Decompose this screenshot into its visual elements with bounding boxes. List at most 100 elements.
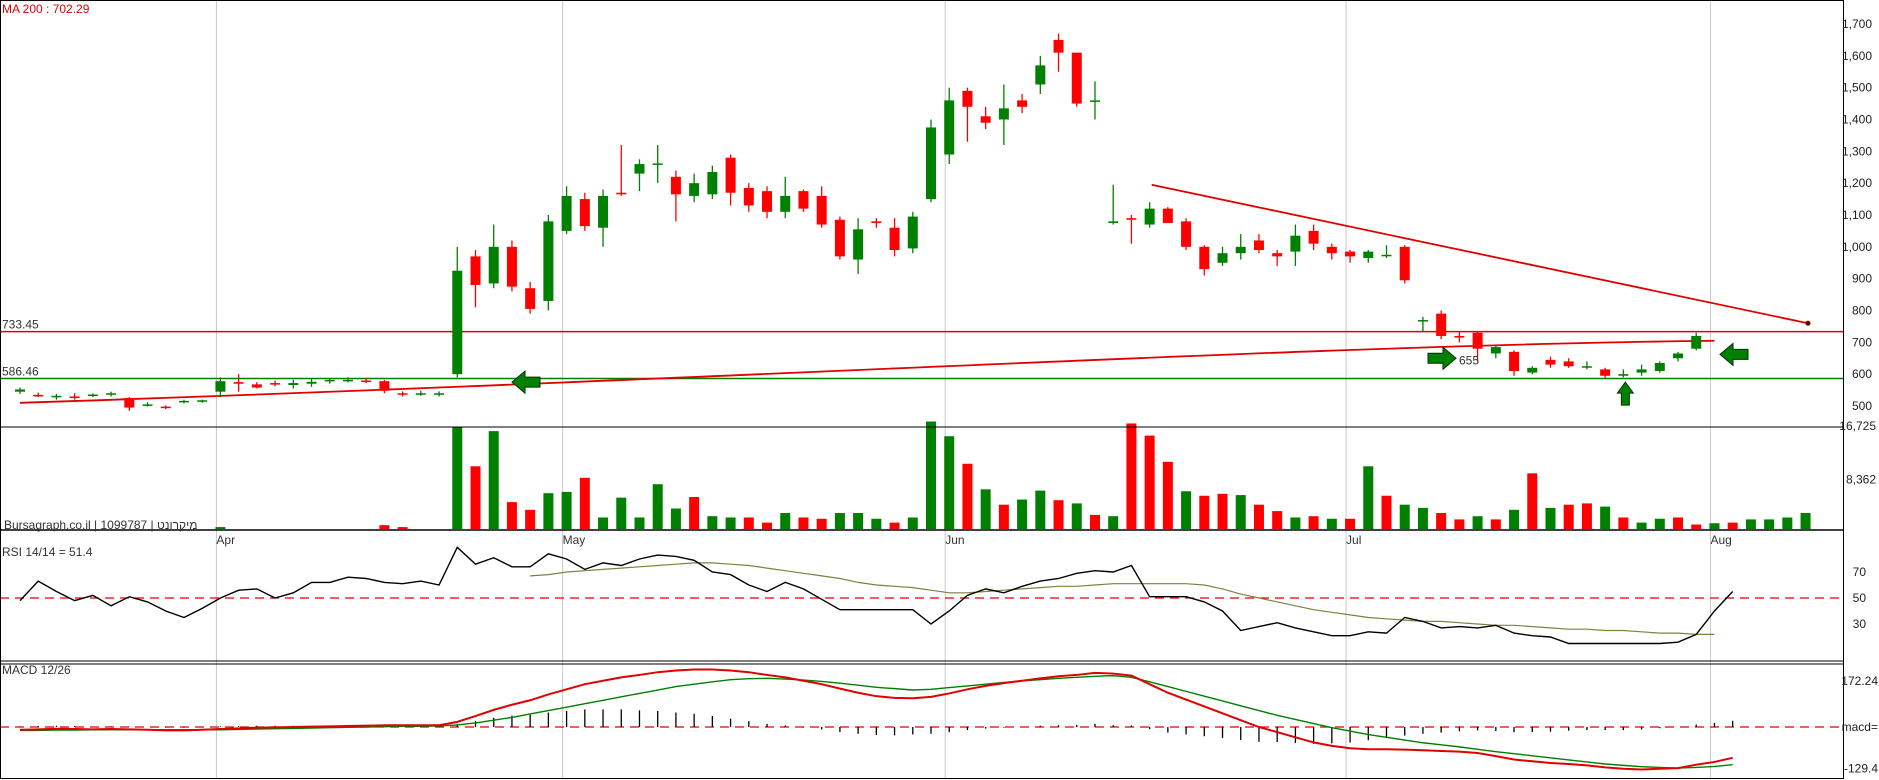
macd-panel xyxy=(0,668,1843,771)
volume-bar xyxy=(1345,518,1356,529)
candle-body xyxy=(634,164,645,174)
rsi-label: RSI 14/14 = 51.4 xyxy=(2,545,93,559)
price-panel: 733.45 586.46 655 xyxy=(0,33,1843,411)
price-tick-label: 800 xyxy=(1852,304,1872,318)
rsi-panel xyxy=(0,546,1843,645)
candle-body xyxy=(707,172,718,195)
candle-body xyxy=(1035,65,1046,85)
volume-bar xyxy=(1436,513,1447,529)
candle-body xyxy=(288,383,299,385)
candle-body xyxy=(33,394,44,397)
volume-bar xyxy=(1290,517,1301,529)
buy-arrow xyxy=(511,370,541,395)
candle-body xyxy=(1181,221,1192,247)
candle-body xyxy=(51,395,62,398)
candle-body xyxy=(1290,235,1301,252)
candle-body xyxy=(1545,359,1556,365)
volume-bar xyxy=(1199,495,1210,529)
price-annotation: 655 xyxy=(1459,353,1479,367)
volume-bar xyxy=(871,518,882,529)
price-tick-label: 1,400 xyxy=(1842,113,1872,127)
month-label: May xyxy=(563,533,586,547)
volume-bar xyxy=(1490,519,1501,529)
rsi-tick-label: 50 xyxy=(1853,591,1867,605)
candle-body xyxy=(215,381,226,392)
candle-body xyxy=(397,393,408,395)
volume-bar xyxy=(707,516,718,529)
candle-body xyxy=(379,381,390,391)
candle-body xyxy=(1381,254,1392,257)
volume-bar xyxy=(397,527,408,529)
candle-body xyxy=(816,195,827,225)
candle-body xyxy=(251,384,262,388)
volume-bar xyxy=(1089,514,1100,529)
volume-bar xyxy=(1035,490,1046,529)
price-tick-label: 1,200 xyxy=(1842,176,1872,190)
candle-body xyxy=(160,406,171,409)
price-tick-label: 1,000 xyxy=(1842,240,1872,254)
volume-bar xyxy=(670,508,681,529)
volume-bar xyxy=(506,502,517,529)
volume-bar xyxy=(1053,500,1064,529)
volume-bar xyxy=(1527,473,1538,529)
watermark: Bursagraph.co.il | 1099787 | מיקרונט xyxy=(4,518,197,532)
volume-bar xyxy=(743,517,754,529)
candle-body xyxy=(1089,100,1100,102)
candle-body xyxy=(543,221,554,301)
candle-body xyxy=(1436,313,1447,336)
candle-body xyxy=(1454,335,1465,338)
candle-body xyxy=(270,383,281,385)
candle-body xyxy=(962,90,973,107)
volume-bar xyxy=(944,436,955,529)
volume-bar xyxy=(907,517,918,529)
volume-bar xyxy=(798,517,809,529)
macd-label: MACD 12/26 xyxy=(2,663,71,677)
candle-body xyxy=(1527,367,1538,373)
price-tick-label: 1,600 xyxy=(1842,49,1872,63)
volume-bar xyxy=(561,491,572,529)
candle-body xyxy=(1417,320,1428,322)
candle-body xyxy=(1654,363,1665,371)
volume-bar xyxy=(853,513,864,529)
volume-bar xyxy=(1417,507,1428,529)
volume-bar xyxy=(1636,522,1647,529)
candle-body xyxy=(124,398,135,408)
volume-tick-label: 16,725 xyxy=(1839,419,1876,433)
volume-bar xyxy=(1017,499,1028,529)
candle-body xyxy=(1272,253,1283,257)
candle-body xyxy=(1399,246,1410,281)
price-tick-label: 500 xyxy=(1852,399,1872,413)
volume-bar xyxy=(1745,519,1756,529)
candle-body xyxy=(1162,208,1173,223)
volume-bar xyxy=(1581,503,1592,529)
volume-bar xyxy=(926,421,936,529)
candle-body xyxy=(1363,251,1374,258)
resistance-trendline xyxy=(1151,183,1809,325)
volume-bar xyxy=(1654,518,1665,529)
candle-body xyxy=(233,382,244,384)
candle-body xyxy=(998,108,1009,120)
candle-body xyxy=(1600,369,1611,376)
volume-bar xyxy=(1727,522,1738,529)
volume-bar xyxy=(1253,504,1264,529)
candle-body xyxy=(142,404,153,406)
volume-bar xyxy=(980,489,991,529)
candle-body xyxy=(1144,208,1155,225)
candle-body xyxy=(506,246,517,287)
candle-body xyxy=(1691,335,1702,349)
volume-bar xyxy=(1272,511,1283,529)
trendline-endpoint xyxy=(1805,320,1811,326)
volume-bar xyxy=(1162,461,1173,529)
candle-body xyxy=(762,191,773,212)
level-label: 586.46 xyxy=(2,364,39,378)
candle-body xyxy=(1217,253,1228,263)
volume-bar xyxy=(1472,516,1483,529)
volume-bar xyxy=(1181,491,1192,529)
candle-body xyxy=(415,393,426,395)
volume-bar xyxy=(543,493,554,529)
macd-tick-label: -129.4 xyxy=(1844,761,1878,775)
volume-bar xyxy=(1509,509,1520,529)
candle-body xyxy=(561,195,572,231)
candle-body xyxy=(525,288,536,309)
